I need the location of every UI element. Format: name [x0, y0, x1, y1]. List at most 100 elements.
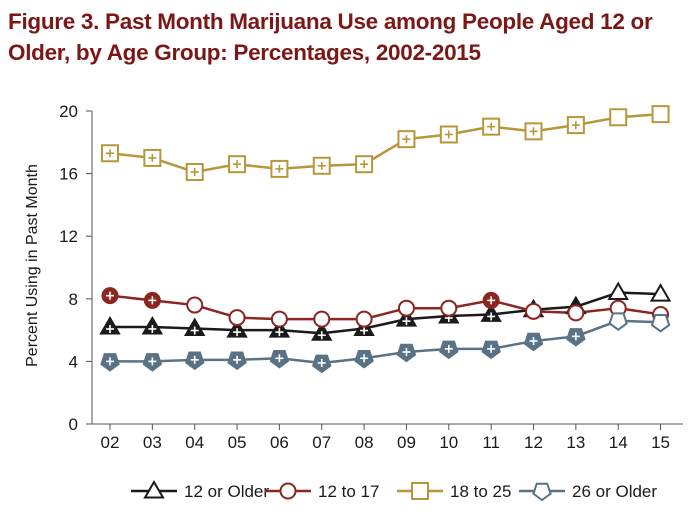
legend-label: 12 or Older: [184, 482, 269, 501]
data-point: [270, 159, 289, 178]
data-point: [313, 310, 331, 328]
data-point: [312, 156, 331, 175]
legend-item: 26 or Older: [519, 482, 657, 502]
data-point: [101, 287, 119, 305]
data-point: [609, 108, 628, 127]
circle-marker: [567, 304, 585, 322]
data-point: [227, 351, 247, 371]
data-point: [480, 303, 502, 322]
data-point: [228, 309, 246, 327]
triangle-marker: [649, 283, 672, 302]
x-tick-label: 13: [566, 433, 585, 452]
chart-title-line-2: Older, by Age Group: Percentages, 2002-2…: [8, 40, 481, 65]
data-point: [395, 308, 418, 327]
data-point: [100, 353, 120, 372]
y-axis-label: Percent Using in Past Month: [24, 164, 41, 367]
pentagon-marker: [650, 313, 671, 333]
legend-item: 18 to 25: [397, 482, 511, 501]
legend-label: 26 or Older: [572, 482, 657, 501]
data-point: [566, 328, 586, 347]
data-point: [355, 155, 374, 174]
data-point: [183, 317, 206, 337]
data-point: [567, 304, 585, 322]
chart-title-line-1: Figure 3. Past Month Marijuana Use among…: [8, 9, 653, 34]
x-tick-label: 14: [609, 433, 628, 452]
data-point: [397, 299, 415, 317]
x-tick-label: 07: [312, 433, 331, 452]
data-point: [186, 296, 204, 314]
circle-marker: [313, 310, 331, 328]
square-marker: [609, 108, 628, 127]
data-point: [311, 322, 333, 341]
legend-item: 12 or Older: [131, 480, 269, 501]
data-point: [270, 310, 288, 328]
series-line-12-or-older: [110, 291, 661, 335]
chart-title: Figure 3. Past Month Marijuana Use among…: [8, 6, 688, 68]
y-tick-label: 12: [59, 227, 78, 246]
data-point: [143, 291, 161, 309]
legend-square-icon: [411, 482, 429, 500]
y-tick-label: 4: [69, 352, 78, 371]
data-point: [481, 340, 501, 360]
data-point: [99, 315, 121, 335]
data-point: [440, 299, 458, 317]
legend-triangle-icon: [143, 480, 165, 499]
y-tick-label: 20: [59, 102, 78, 121]
x-tick-label: 09: [397, 433, 416, 452]
data-point: [312, 354, 332, 374]
data-point: [355, 310, 373, 328]
data-point: [269, 349, 290, 369]
triangle-marker: [607, 281, 629, 301]
circle-marker: [186, 296, 204, 314]
data-point: [439, 125, 458, 144]
data-point: [482, 117, 501, 136]
legend-label: 12 to 17: [318, 482, 379, 501]
data-point: [396, 343, 417, 363]
data-point: [184, 351, 205, 371]
data-point: [439, 340, 459, 360]
legend-pentagon-icon: [532, 482, 552, 502]
series-markers: [99, 105, 672, 374]
data-point: [143, 148, 162, 167]
x-tick-label: 10: [439, 433, 458, 452]
data-point: [226, 319, 248, 338]
pentagon-marker: [608, 312, 628, 331]
data-point: [397, 130, 416, 149]
chart-legend: 12 or Older 12 to 17 18 to 25 26 or Older: [131, 480, 657, 502]
data-point: [228, 155, 247, 174]
y-tick-label: 8: [69, 290, 78, 309]
x-tick-label: 06: [270, 433, 289, 452]
legend-label: 18 to 25: [450, 482, 511, 501]
circle-marker: [440, 299, 458, 317]
circle-marker: [355, 310, 373, 328]
data-point: [141, 315, 164, 335]
data-point: [649, 283, 672, 302]
data-point: [650, 313, 671, 333]
x-tick-label: 15: [651, 433, 670, 452]
data-point: [354, 349, 374, 369]
y-tick-label: 0: [69, 415, 78, 434]
legend-circle-icon: [279, 482, 297, 500]
data-point: [185, 163, 204, 182]
circle-marker: [270, 310, 288, 328]
x-tick-label: 03: [143, 433, 162, 452]
x-tick-label: 12: [524, 433, 543, 452]
square-marker: [651, 105, 670, 124]
data-point: [607, 281, 629, 301]
circle-marker: [525, 302, 542, 320]
data-point: [525, 302, 542, 320]
data-point: [523, 332, 544, 352]
data-point: [651, 105, 670, 124]
x-tick-label: 04: [185, 433, 204, 452]
data-point: [524, 122, 543, 141]
data-point: [268, 319, 291, 338]
data-point: [482, 291, 500, 309]
data-point: [142, 353, 163, 372]
y-tick-label: 16: [59, 165, 78, 184]
circle-marker: [228, 309, 246, 327]
data-point: [101, 144, 119, 163]
x-tick-label: 11: [482, 433, 500, 452]
circle-marker: [397, 299, 415, 317]
